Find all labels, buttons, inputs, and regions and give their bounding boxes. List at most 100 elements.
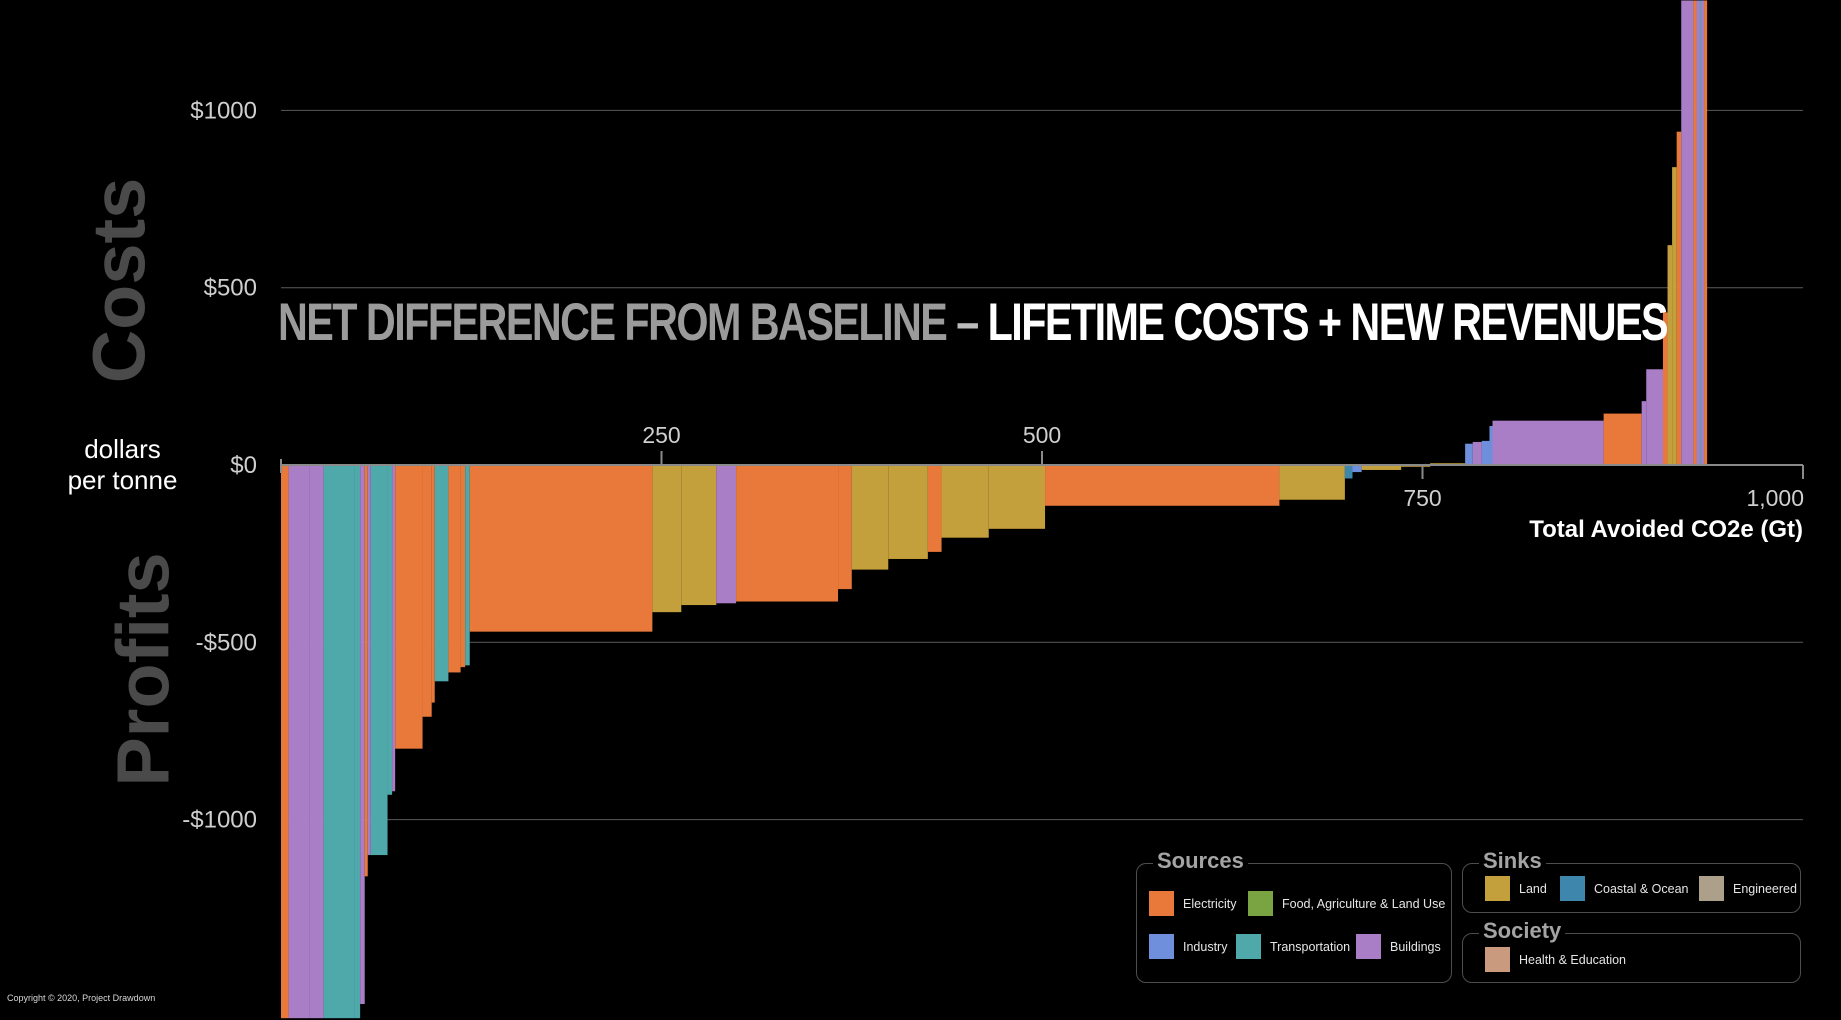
legend-sinks-title: Sinks <box>1479 848 1546 874</box>
bar-buildings <box>288 465 310 1019</box>
bar-electricity <box>838 465 852 590</box>
legend-item-electricity: Electricity <box>1149 891 1236 916</box>
coastal-swatch <box>1560 876 1585 901</box>
bar-buildings <box>392 465 396 792</box>
bar-land <box>652 465 682 613</box>
bar-transportation <box>1699 0 1702 466</box>
bar-buildings <box>1646 369 1663 465</box>
bar-buildings <box>1472 441 1482 465</box>
legend-sinks: Sinks Land Coastal & Ocean Engineered <box>1462 848 1801 913</box>
bar-transportation <box>434 465 449 682</box>
transportation-swatch <box>1236 934 1261 959</box>
x-axis-label: Total Avoided CO2e (Gt) <box>1529 516 1803 543</box>
units-line2: per tonne <box>67 465 178 495</box>
bar-transportation <box>370 465 388 856</box>
axes <box>280 451 1804 479</box>
bar-land <box>888 465 928 559</box>
units-label: dollars per tonne <box>40 434 205 496</box>
y-tick-label: $1000 <box>190 97 257 124</box>
legend-item-transportation: Transportation <box>1236 934 1350 959</box>
bar-electricity <box>1693 0 1697 466</box>
legend-label: Buildings <box>1390 939 1441 954</box>
chart-bars <box>281 0 1708 1019</box>
bar-buildings <box>716 465 737 604</box>
bar-electricity <box>469 465 653 632</box>
headline-dash: – <box>946 293 988 352</box>
bar-land <box>681 465 717 606</box>
legend-sources-title: Sources <box>1153 848 1248 874</box>
copyright-notice: Copyright © 2020, Project Drawdown <box>7 993 156 1003</box>
legend-society: Society Health & Education <box>1462 918 1801 983</box>
legend-label: Coastal & Ocean <box>1594 881 1689 896</box>
x-tick-label: 1,000 <box>1746 485 1804 511</box>
bar-electricity <box>1704 0 1708 466</box>
bar-electricity <box>1045 465 1280 506</box>
bar-electricity <box>736 465 839 602</box>
health-swatch <box>1485 947 1510 972</box>
x-tick-label: 750 <box>1403 485 1441 511</box>
costs-side-label: Costs <box>77 177 161 384</box>
bar-buildings <box>367 465 371 856</box>
bar-electricity <box>364 465 368 877</box>
y-tick-label: -$1000 <box>182 807 257 834</box>
gridlines <box>281 109 1803 821</box>
bar-transportation <box>354 465 361 1019</box>
legend-sources: Sources Electricity Food, Agriculture & … <box>1136 848 1452 983</box>
electricity-swatch <box>1149 891 1174 916</box>
legend-label: Transportation <box>1270 939 1351 954</box>
legend-item-food: Food, Agriculture & Land Use <box>1248 891 1445 916</box>
x-tick-label: 500 <box>1023 422 1061 448</box>
industry-swatch <box>1149 934 1174 959</box>
bar-electricity <box>422 465 432 717</box>
legend-label: Food, Agriculture & Land Use <box>1282 896 1446 911</box>
food-swatch <box>1248 891 1273 916</box>
buildings-swatch <box>1356 934 1381 959</box>
legend-label: Industry <box>1183 939 1228 954</box>
y-tick-label: $500 <box>204 275 257 302</box>
legend-item-buildings: Buildings <box>1356 934 1441 959</box>
bar-industry <box>1352 465 1362 473</box>
bar-land <box>1279 465 1345 500</box>
bar-industry <box>1489 425 1493 465</box>
legend-item-health: Health & Education <box>1485 947 1626 972</box>
legend-society-title: Society <box>1479 918 1566 944</box>
legend-item-engineered: Engineered <box>1699 876 1797 901</box>
bar-industry <box>1465 443 1473 465</box>
bar-land <box>941 465 989 538</box>
bar-electricity <box>1603 413 1642 465</box>
headline-part1: NET DIFFERENCE FROM BASELINE <box>278 293 948 352</box>
profits-side-label: Profits <box>101 552 185 787</box>
legend-item-coastal: Coastal & Ocean <box>1560 876 1689 901</box>
bar-electricity <box>1662 312 1668 465</box>
bar-electricity <box>927 465 942 552</box>
bar-industry <box>1481 440 1490 465</box>
bar-land <box>1361 465 1402 470</box>
bar-buildings <box>1641 401 1647 465</box>
x-tick-label: 250 <box>642 422 680 448</box>
bar-buildings <box>309 465 324 1019</box>
bar-buildings <box>360 465 365 1004</box>
bar-coastal <box>1344 465 1353 479</box>
bar-land <box>1667 245 1673 465</box>
bar-buildings <box>1696 0 1700 466</box>
bar-buildings <box>1492 420 1604 465</box>
legend-label: Engineered <box>1733 881 1797 896</box>
engineered-swatch <box>1699 876 1724 901</box>
tick-labels: $1000 $500 $0 -$500 -$1000 250 500 750 1,000 Tota… <box>182 97 1804 833</box>
bar-electricity <box>281 465 289 1019</box>
bar-electricity <box>431 465 435 703</box>
legend-item-industry: Industry <box>1149 934 1227 959</box>
bar-land <box>851 465 889 570</box>
bar-electricity <box>460 465 466 668</box>
legend-item-land: Land <box>1485 876 1547 901</box>
land-swatch <box>1485 876 1510 901</box>
bar-electricity <box>448 465 461 673</box>
y-tick-label: -$500 <box>196 629 257 656</box>
bar-transportation <box>465 465 470 666</box>
bar-land <box>1672 167 1677 466</box>
headline-part2: LIFETIME COSTS + NEW REVENUES <box>987 293 1669 352</box>
bar-transportation <box>323 465 355 1019</box>
bar-buildings <box>1701 0 1705 466</box>
bar-electricity <box>1676 131 1682 465</box>
